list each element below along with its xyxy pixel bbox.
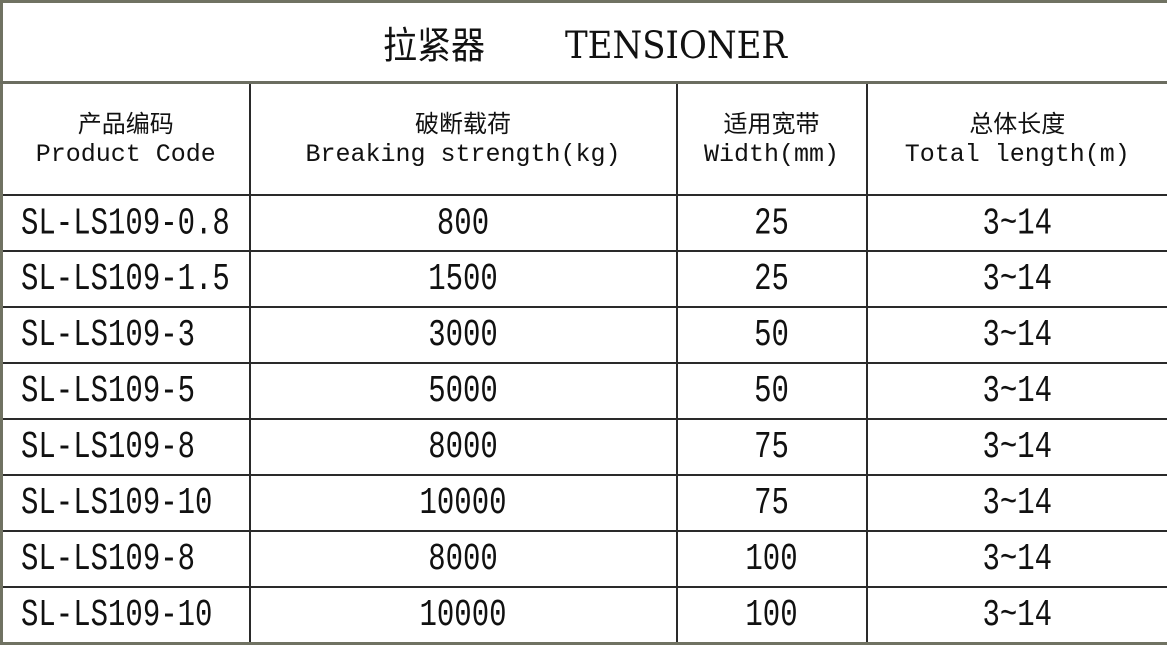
table-row: SL-LS109-10 10000 75 3~14 — [2, 475, 1167, 531]
cell-width: 75 — [677, 419, 867, 475]
cell-value: 5000 — [428, 370, 498, 413]
cell-value: SL-LS109-5 — [21, 370, 195, 413]
header-zh: 产品编码 — [3, 108, 249, 140]
table-title: 拉紧器 TENSIONER — [2, 2, 1167, 83]
cell-value: 3~14 — [982, 314, 1052, 357]
cell-value: 75 — [754, 426, 789, 469]
title-row: 拉紧器 TENSIONER — [2, 2, 1167, 83]
cell-value: SL-LS109-8 — [21, 426, 195, 469]
cell-value: SL-LS109-10 — [21, 594, 212, 637]
cell-value: 25 — [754, 202, 789, 245]
cell-product-code: SL-LS109-3 — [2, 307, 250, 363]
cell-value: 50 — [754, 370, 789, 413]
cell-breaking-strength: 10000 — [250, 475, 677, 531]
cell-value: 3~14 — [982, 426, 1052, 469]
cell-value: SL-LS109-3 — [21, 314, 195, 357]
table-row: SL-LS109-0.8 800 25 3~14 — [2, 195, 1167, 251]
cell-value: 3000 — [428, 314, 498, 357]
cell-total-length: 3~14 — [867, 251, 1167, 307]
cell-product-code: SL-LS109-1.5 — [2, 251, 250, 307]
table-row: SL-LS109-8 8000 75 3~14 — [2, 419, 1167, 475]
cell-width: 50 — [677, 307, 867, 363]
header-zh: 适用宽带 — [678, 108, 866, 140]
title-en: TENSIONER — [565, 24, 787, 68]
cell-product-code: SL-LS109-10 — [2, 587, 250, 644]
cell-breaking-strength: 8000 — [250, 419, 677, 475]
table-row: SL-LS109-3 3000 50 3~14 — [2, 307, 1167, 363]
cell-value: 25 — [754, 258, 789, 301]
header-en: Breaking strength(kg) — [251, 140, 676, 170]
cell-value: 3~14 — [982, 538, 1052, 581]
cell-width: 100 — [677, 531, 867, 587]
cell-total-length: 3~14 — [867, 475, 1167, 531]
cell-product-code: SL-LS109-5 — [2, 363, 250, 419]
cell-value: SL-LS109-0.8 — [21, 202, 230, 245]
cell-value: 3~14 — [982, 202, 1052, 245]
cell-value: SL-LS109-8 — [21, 538, 195, 581]
cell-total-length: 3~14 — [867, 195, 1167, 251]
cell-breaking-strength: 5000 — [250, 363, 677, 419]
header-en: Total length(m) — [868, 140, 1167, 170]
cell-value: 75 — [754, 482, 789, 525]
cell-breaking-strength: 10000 — [250, 587, 677, 644]
cell-value: 3~14 — [982, 482, 1052, 525]
cell-value: 50 — [754, 314, 789, 357]
cell-value: 8000 — [428, 538, 498, 581]
cell-total-length: 3~14 — [867, 363, 1167, 419]
cell-total-length: 3~14 — [867, 307, 1167, 363]
cell-value: 8000 — [428, 426, 498, 469]
cell-total-length: 3~14 — [867, 419, 1167, 475]
cell-value: 1500 — [428, 258, 498, 301]
cell-product-code: SL-LS109-8 — [2, 419, 250, 475]
cell-value: SL-LS109-10 — [21, 482, 212, 525]
header-zh: 破断载荷 — [251, 108, 676, 140]
cell-total-length: 3~14 — [867, 531, 1167, 587]
cell-width: 50 — [677, 363, 867, 419]
cell-product-code: SL-LS109-8 — [2, 531, 250, 587]
cell-value: 3~14 — [982, 594, 1052, 637]
cell-breaking-strength: 8000 — [250, 531, 677, 587]
table-row: SL-LS109-10 10000 100 3~14 — [2, 587, 1167, 644]
table-row: SL-LS109-8 8000 100 3~14 — [2, 531, 1167, 587]
cell-total-length: 3~14 — [867, 587, 1167, 644]
cell-value: SL-LS109-1.5 — [21, 258, 230, 301]
table-row: SL-LS109-5 5000 50 3~14 — [2, 363, 1167, 419]
cell-value: 100 — [745, 538, 797, 581]
cell-product-code: SL-LS109-10 — [2, 475, 250, 531]
cell-value: 10000 — [419, 482, 506, 525]
cell-breaking-strength: 3000 — [250, 307, 677, 363]
cell-value: 3~14 — [982, 370, 1052, 413]
cell-width: 75 — [677, 475, 867, 531]
header-zh: 总体长度 — [868, 108, 1167, 140]
header-en: Product Code — [3, 140, 249, 170]
cell-value: 10000 — [419, 594, 506, 637]
cell-value: 100 — [745, 594, 797, 637]
table-row: SL-LS109-1.5 1500 25 3~14 — [2, 251, 1167, 307]
cell-breaking-strength: 800 — [250, 195, 677, 251]
title-zh: 拉紧器 — [383, 15, 485, 69]
cell-value: 800 — [437, 202, 489, 245]
cell-width: 100 — [677, 587, 867, 644]
cell-width: 25 — [677, 195, 867, 251]
cell-value: 3~14 — [982, 258, 1052, 301]
cell-breaking-strength: 1500 — [250, 251, 677, 307]
cell-product-code: SL-LS109-0.8 — [2, 195, 250, 251]
cell-width: 25 — [677, 251, 867, 307]
header-en: Width(mm) — [678, 140, 866, 170]
